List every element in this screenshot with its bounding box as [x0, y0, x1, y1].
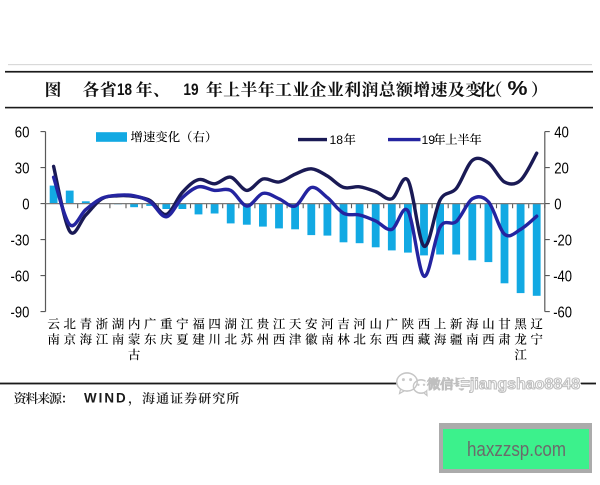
svg-text:40: 40	[554, 124, 569, 141]
svg-text:60: 60	[15, 124, 30, 141]
svg-text:0: 0	[22, 196, 29, 213]
svg-text:-30: -30	[11, 232, 30, 249]
svg-text:-60: -60	[11, 268, 30, 285]
svg-text:WIND: WIND	[84, 391, 128, 406]
svg-text:haxzzsp.com: haxzzsp.com	[467, 439, 566, 461]
svg-text:=jiangshao8848: =jiangshao8848	[461, 376, 581, 393]
svg-text:%: %	[508, 78, 528, 100]
svg-text:18: 18	[117, 81, 132, 99]
svg-text:-60: -60	[553, 304, 572, 321]
svg-text:0: 0	[554, 196, 561, 213]
svg-text:18: 18	[330, 133, 344, 147]
svg-text:30: 30	[15, 160, 30, 177]
svg-text:19: 19	[183, 81, 198, 99]
svg-text:-40: -40	[553, 268, 572, 285]
svg-text:-90: -90	[11, 304, 30, 321]
svg-text:19: 19	[422, 133, 436, 147]
svg-text:20: 20	[554, 160, 569, 177]
svg-text:-20: -20	[553, 232, 572, 249]
